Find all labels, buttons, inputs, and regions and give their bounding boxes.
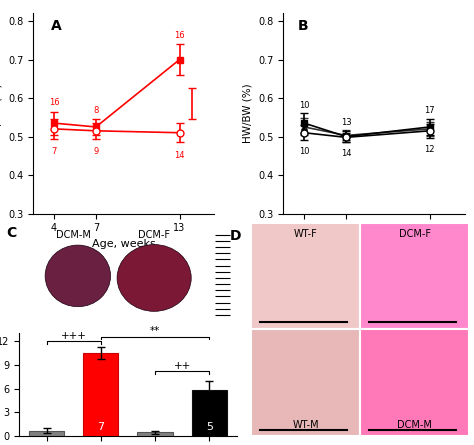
- Bar: [192, 390, 227, 436]
- Text: 8: 8: [93, 105, 99, 115]
- Text: DCM-F: DCM-F: [399, 229, 431, 239]
- Text: C: C: [6, 226, 16, 239]
- Bar: [251, 222, 360, 329]
- Bar: [29, 431, 64, 436]
- Text: 17: 17: [424, 106, 435, 115]
- Text: 7: 7: [97, 422, 104, 432]
- Bar: [137, 432, 173, 436]
- Text: 10: 10: [299, 147, 310, 156]
- Text: WT-F: WT-F: [294, 229, 318, 239]
- Text: 7: 7: [51, 147, 57, 156]
- Text: DCM-F: DCM-F: [138, 230, 170, 240]
- Bar: [360, 329, 469, 436]
- Text: 16: 16: [174, 31, 185, 40]
- Text: DCM-M: DCM-M: [56, 230, 91, 240]
- X-axis label: Age, weeks: Age, weeks: [92, 239, 155, 249]
- Text: DCM-M: DCM-M: [397, 420, 432, 430]
- Bar: [83, 353, 118, 436]
- Text: 12: 12: [424, 145, 435, 154]
- Y-axis label: HW/BW (%): HW/BW (%): [0, 84, 2, 143]
- Text: A: A: [51, 19, 62, 33]
- X-axis label: Age, weeks: Age, weeks: [342, 239, 406, 249]
- Ellipse shape: [45, 245, 110, 307]
- Text: 5: 5: [206, 422, 213, 432]
- Text: 13: 13: [341, 117, 351, 126]
- Y-axis label: HW/BW (%): HW/BW (%): [243, 84, 253, 143]
- Text: 10: 10: [299, 101, 310, 109]
- Text: 14: 14: [341, 149, 351, 158]
- Text: 14: 14: [174, 151, 185, 160]
- Text: **: **: [150, 326, 160, 336]
- Text: D: D: [229, 229, 241, 243]
- Text: +++: +++: [61, 331, 87, 341]
- Bar: [251, 329, 360, 436]
- Text: ++: ++: [173, 361, 191, 371]
- Text: 16: 16: [49, 98, 59, 107]
- Bar: [360, 222, 469, 329]
- Text: WT-M: WT-M: [292, 420, 319, 430]
- Text: B: B: [298, 19, 309, 33]
- Text: 9: 9: [93, 147, 99, 156]
- Ellipse shape: [117, 245, 191, 312]
